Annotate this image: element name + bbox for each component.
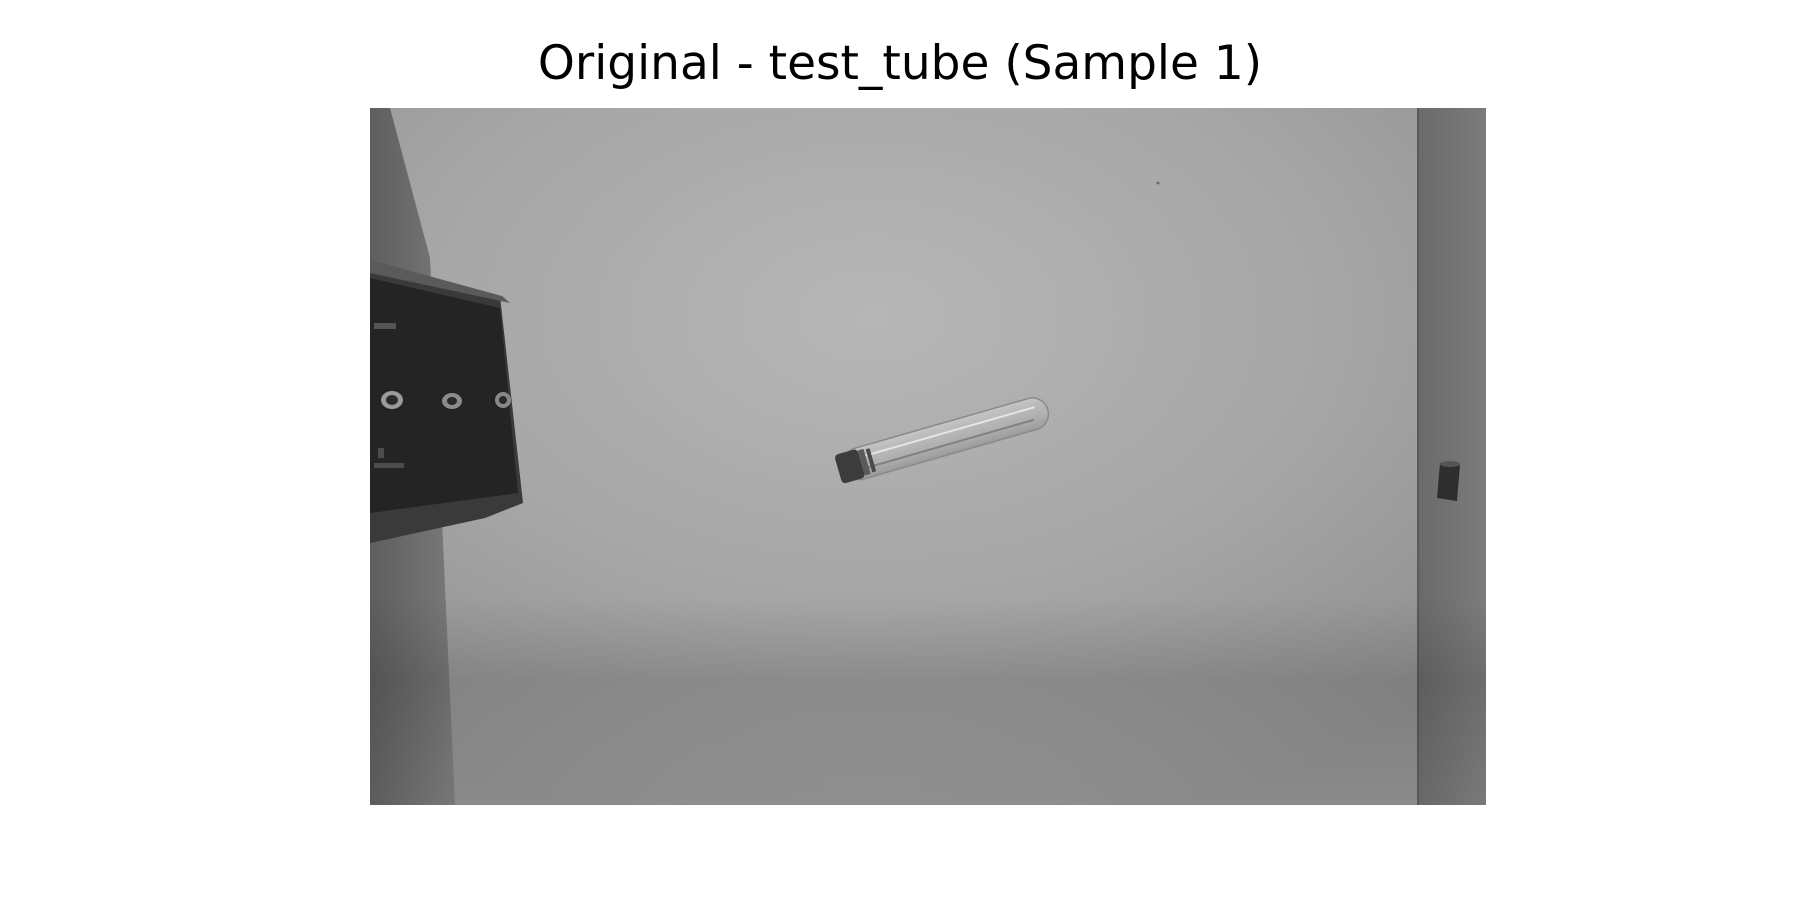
device-box — [370, 260, 523, 543]
tube-cap — [835, 449, 865, 484]
small-cap-object — [1437, 463, 1460, 501]
grayscale-photo — [370, 108, 1486, 805]
figure-title: Original - test_tube (Sample 1) — [537, 36, 1263, 91]
test-tube — [835, 397, 1050, 484]
